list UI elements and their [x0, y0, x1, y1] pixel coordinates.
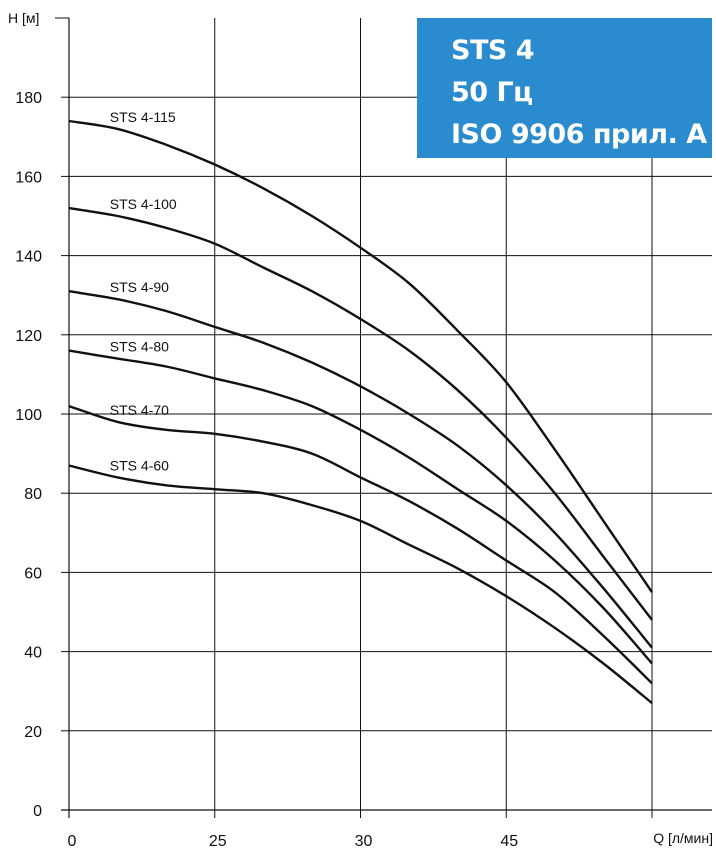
series-line — [68, 206, 653, 621]
series-label: STS 4-70 — [110, 402, 169, 418]
y-tick-label: 0 — [33, 803, 42, 820]
y-tick-labels: 0 20 40 60 80 100 120 140 160 180 — [15, 90, 42, 820]
x-tick-label: 30 — [355, 833, 373, 848]
info-frequency: 50 Гц — [451, 77, 533, 108]
y-tick-label: 140 — [15, 249, 42, 266]
y-tick-label: 180 — [15, 90, 42, 107]
series-label: STS 4-80 — [110, 339, 169, 355]
y-tick-label: 120 — [15, 328, 42, 345]
y-tick-label: 40 — [24, 645, 42, 662]
info-box: STS 4 50 Гц ISO 9906 прил. A — [417, 18, 712, 158]
x-tick-label: 45 — [500, 833, 518, 848]
series-labels: STS 4-115 STS 4-100 STS 4-90 STS 4-80 STS 4-… — [110, 109, 177, 473]
series-label: STS 4-115 — [110, 109, 176, 125]
series-label: STS 4-90 — [110, 279, 169, 295]
series-line — [68, 119, 653, 593]
y-tick-label: 160 — [15, 169, 42, 186]
series-label: STS 4-60 — [110, 457, 169, 473]
x-axis-label: Q [л/мин] — [653, 830, 713, 846]
series-line — [68, 349, 653, 665]
info-model: STS 4 — [451, 35, 535, 66]
y-axis-label: H [м] — [8, 10, 39, 26]
y-tick-label: 80 — [24, 486, 42, 503]
series-line — [68, 290, 653, 649]
info-standard: ISO 9906 прил. A — [451, 119, 707, 150]
series-line — [68, 464, 653, 705]
y-tick-label: 100 — [15, 407, 42, 424]
series-label: STS 4-100 — [110, 196, 177, 212]
x-tick-labels: 0 25 30 45 — [68, 833, 519, 848]
x-tick-label: 25 — [209, 833, 227, 848]
series-line — [68, 404, 653, 685]
x-tick-label: 0 — [68, 833, 77, 848]
y-tick-label: 60 — [24, 565, 42, 582]
axes — [55, 17, 712, 818]
y-tick-label: 20 — [24, 724, 42, 741]
series-group — [68, 119, 653, 705]
